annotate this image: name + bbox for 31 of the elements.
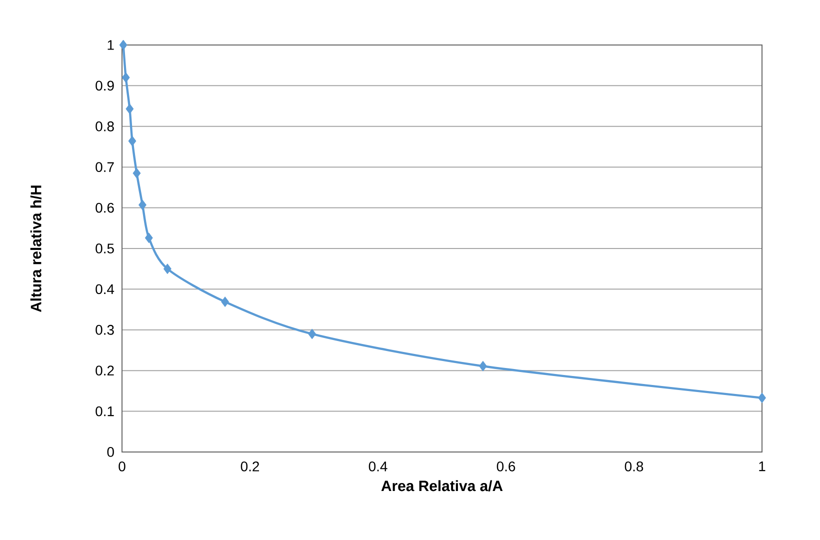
- y-tick-label: 0.5: [96, 244, 114, 254]
- point: [221, 296, 230, 308]
- point: [132, 168, 141, 178]
- y-tick-label: 0.2: [96, 366, 114, 376]
- x-axis-title: Area Relativa a/A: [381, 480, 503, 492]
- y-tick-label: 0.3: [96, 324, 114, 335]
- y-tick-label: 0.9: [96, 80, 114, 91]
- x-tick-label: 0.6: [496, 461, 516, 472]
- point: [308, 328, 316, 340]
- point: [758, 392, 766, 404]
- point: [126, 104, 134, 114]
- point: [144, 232, 153, 244]
- point: [122, 72, 130, 83]
- y-axis-title: Altura relativa h/H: [30, 186, 42, 312]
- point: [119, 40, 128, 50]
- y-tick-label: 0.4: [96, 284, 114, 294]
- y-tick-label: 0.7: [96, 162, 114, 172]
- point: [163, 264, 172, 274]
- point: [138, 200, 146, 210]
- x-tick-label: 1: [759, 462, 766, 472]
- point: [128, 136, 136, 146]
- y-tick-label: 0.1: [96, 406, 114, 416]
- y-tick-label: 0.6: [96, 202, 114, 213]
- x-tick-label: 0.2: [240, 461, 260, 472]
- point: [478, 360, 487, 372]
- x-tick-label: 0.8: [624, 461, 644, 472]
- x-tick-label: 0.4: [368, 461, 388, 472]
- y-tick-label: 0: [107, 447, 114, 457]
- x-tick-label: 0: [118, 461, 126, 472]
- y-tick-label: 1: [108, 40, 114, 50]
- y-tick-label: 0.8: [96, 121, 114, 132]
